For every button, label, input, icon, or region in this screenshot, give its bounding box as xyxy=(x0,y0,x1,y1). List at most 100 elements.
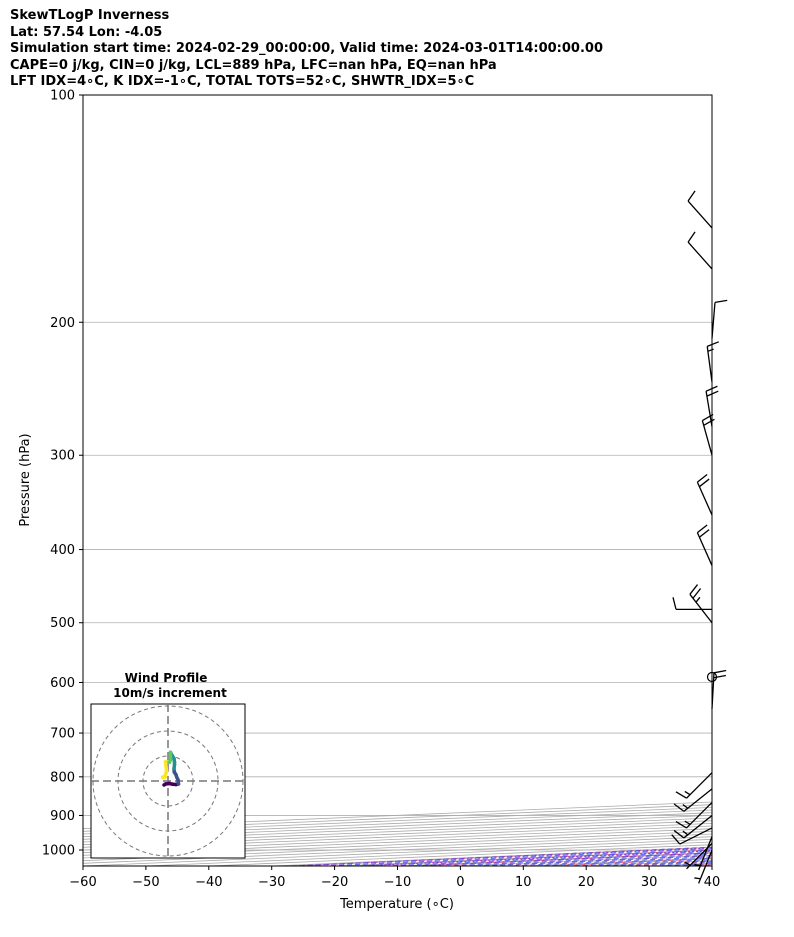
barb-staff xyxy=(711,302,716,339)
barb-flag xyxy=(713,674,726,679)
barb-flag xyxy=(687,190,696,202)
barb-half xyxy=(684,790,691,796)
barb-flag xyxy=(673,829,685,839)
dry-adiabat xyxy=(612,860,712,866)
barb-flag xyxy=(705,385,718,392)
y-axis-ticks: 1000 900 800 700 600 500 400 300 200 100 xyxy=(42,89,83,859)
barb-staff xyxy=(686,772,713,799)
barb-staff xyxy=(687,200,713,229)
barb-staff xyxy=(705,391,713,427)
x-tick-label: 30 xyxy=(641,875,658,890)
barb-flag xyxy=(671,834,681,845)
moist-adiabat xyxy=(658,863,712,866)
location-line: Lat: 57.54 Lon: -4.05 xyxy=(10,24,163,40)
barb-staff xyxy=(706,346,713,383)
wind-barbs xyxy=(671,190,728,884)
wind-barb xyxy=(673,814,713,839)
barb-flag xyxy=(703,418,715,426)
isotherm-line xyxy=(711,865,712,866)
barb-flag xyxy=(673,803,685,812)
x-tick-label: 20 xyxy=(578,875,595,890)
x-tick-label: −50 xyxy=(132,875,159,890)
barb-staff xyxy=(701,420,713,456)
barb-flag xyxy=(696,524,708,534)
wind-barb xyxy=(672,597,712,610)
wind-barb xyxy=(694,849,713,884)
barb-half xyxy=(682,830,689,836)
y-tick-label: 600 xyxy=(50,676,75,691)
x-axis-label: Temperature (∘C) xyxy=(339,897,454,912)
barb-half xyxy=(684,861,691,866)
barb-half xyxy=(707,348,714,352)
y-tick-label: 700 xyxy=(50,727,75,742)
x-tick-label: −10 xyxy=(384,875,411,890)
moist-adiabat xyxy=(597,860,712,866)
wind-barb xyxy=(675,772,713,799)
isotherm-line xyxy=(271,846,712,866)
moist-adiabat xyxy=(506,856,712,866)
x-tick-label: 0 xyxy=(456,875,464,890)
wind-barb xyxy=(711,669,727,709)
isotherm-line xyxy=(334,849,712,866)
dry-adiabat xyxy=(293,846,712,866)
dry-adiabat xyxy=(356,849,712,866)
y-tick-label: 800 xyxy=(50,770,75,785)
x-axis-ticks: −60 −50 −40 −30 −20 −10 0 10 20 30 40 xyxy=(69,866,720,890)
dry-adiabat xyxy=(740,95,794,866)
y-tick-label: 200 xyxy=(50,316,75,331)
barb-half xyxy=(695,596,701,603)
stability-line: CAPE=0 j/kg, CIN=0 j/kg, LCL=889 hPa, LF… xyxy=(10,57,497,73)
hodograph-title: Wind Profile xyxy=(125,671,208,685)
barb-staff xyxy=(696,532,713,566)
chart-header: SkewTLogP Inverness Lat: 57.54 Lon: -4.0… xyxy=(10,8,603,91)
calm-circle xyxy=(706,671,718,683)
moist-adiabat xyxy=(384,850,712,866)
barb-flag xyxy=(696,473,708,483)
hodograph-segment xyxy=(160,774,166,779)
barb-half xyxy=(694,877,701,880)
barb-staff xyxy=(698,849,713,884)
index-line: LFT IDX=4∘C, K IDX=-1∘C, TOTAL TOTS=52∘C… xyxy=(10,74,475,89)
barb-half xyxy=(684,820,691,825)
barb-staff xyxy=(686,801,713,829)
barb-staff xyxy=(696,481,713,516)
dry-adiabat xyxy=(420,852,712,866)
dry-adiabat xyxy=(548,858,712,866)
chart-title: SkewTLogP Inverness xyxy=(10,8,170,23)
moist-adiabat xyxy=(566,859,712,866)
moist-adiabat xyxy=(627,861,712,866)
barb-staff xyxy=(698,836,713,871)
moist-adiabat xyxy=(291,846,712,866)
y-tick-label: 900 xyxy=(50,809,75,824)
barb-flag xyxy=(692,588,702,599)
wind-barb xyxy=(696,473,713,516)
hodograph-inset: Wind Profile 10m/s increment xyxy=(90,671,246,859)
moist-adiabat xyxy=(415,852,712,866)
moist-adiabat xyxy=(354,849,712,866)
isotherm-line xyxy=(586,860,712,866)
isotherm-line xyxy=(397,852,712,866)
time-line: Simulation start time: 2024-02-29_00:00:… xyxy=(10,41,603,56)
barb-staff xyxy=(679,827,713,845)
dry-adiabat xyxy=(484,855,712,866)
barb-flag xyxy=(675,820,687,829)
isotherm-line xyxy=(649,862,712,866)
wind-barb xyxy=(675,801,713,829)
barb-flag xyxy=(706,390,719,397)
y-tick-label: 500 xyxy=(50,616,75,631)
x-tick-label: −30 xyxy=(258,875,285,890)
wind-barb xyxy=(687,231,713,270)
mixing-ratio-line xyxy=(356,850,712,866)
moist-adiabat xyxy=(322,848,712,866)
x-tick-label: −40 xyxy=(195,875,222,890)
isotherm-line xyxy=(208,844,712,866)
barb-flag xyxy=(687,231,696,243)
barb-half xyxy=(694,863,701,867)
y-tick-label: 1000 xyxy=(42,844,75,859)
x-tick-label: 10 xyxy=(515,875,532,890)
wind-barb xyxy=(671,827,713,845)
barb-flag xyxy=(714,299,728,304)
y-tick-label: 300 xyxy=(50,449,75,464)
wind-barb xyxy=(701,413,715,456)
